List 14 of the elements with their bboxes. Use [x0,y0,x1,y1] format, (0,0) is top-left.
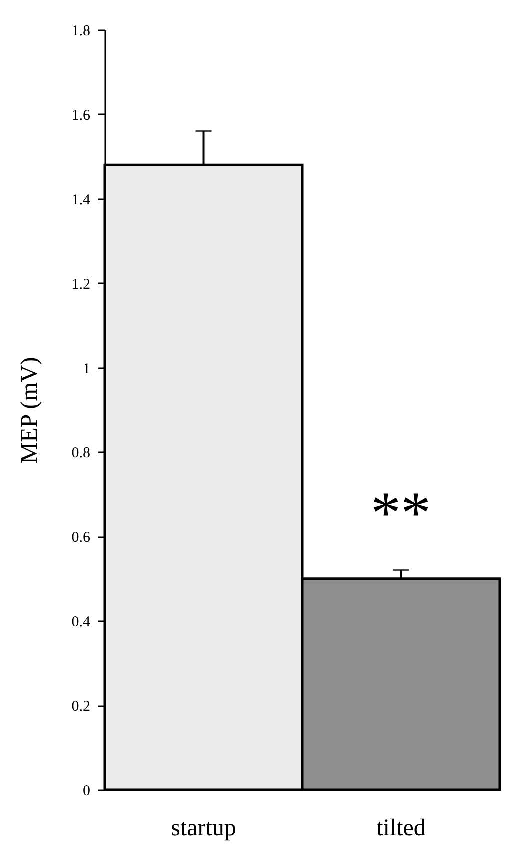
y-tick-label: 0.4 [72,614,91,631]
y-tick-label: 1.4 [72,192,91,208]
y-tick-label: 0 [83,784,90,800]
x-tick-label: startup [171,816,236,842]
x-tick-label: tilted [376,816,426,842]
y-tick-label: 1 [83,361,90,378]
y-tick-label: 0.8 [72,446,90,462]
y-tick-label: 1.2 [72,276,90,293]
y-axis-title: MEP (mV) [16,357,43,464]
y-tick-label: 1.8 [72,24,90,40]
annotation: ** [371,480,431,546]
y-tick-label: 0.6 [72,530,91,546]
y-tick-label: 0.2 [72,699,90,716]
y-tick-label: 1.6 [72,108,91,124]
